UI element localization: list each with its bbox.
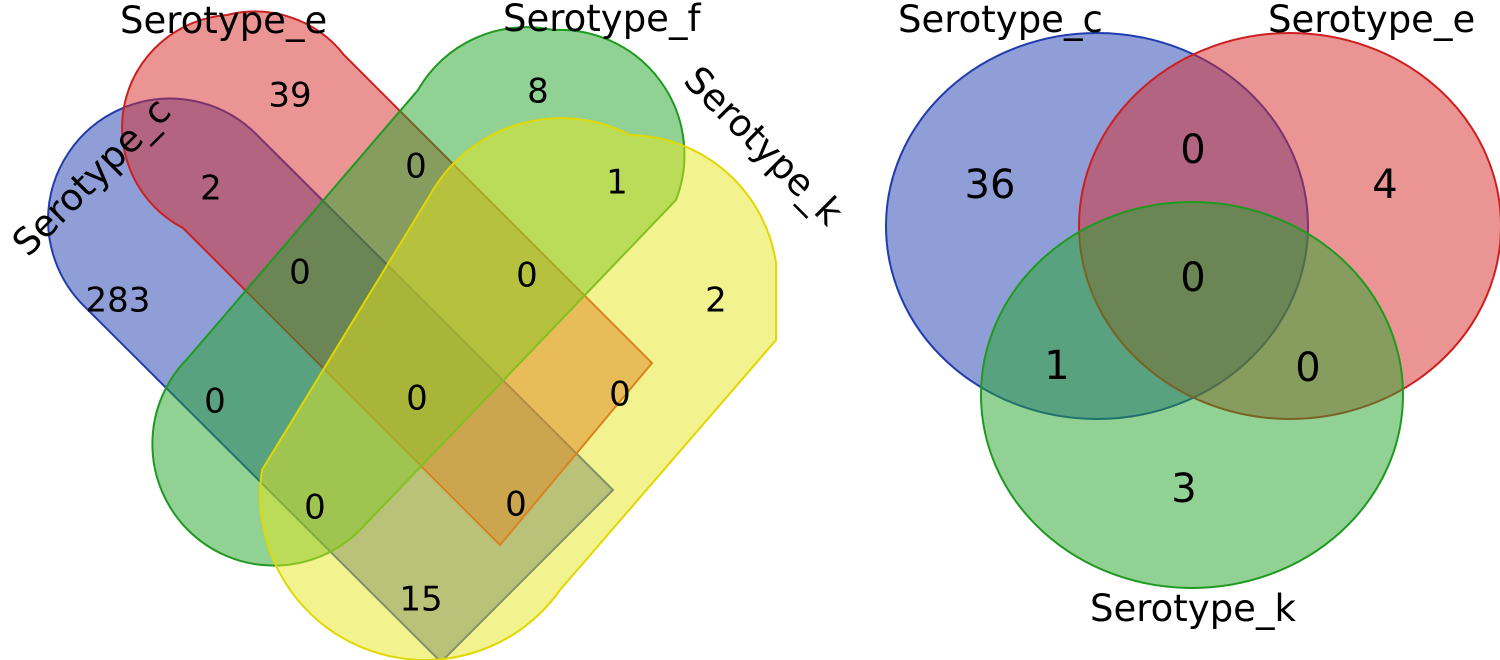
venn4-label-f: Serotype_f [503,0,701,40]
venn4-count-e-k: 0 [609,375,631,415]
venn3-set-k-circle [980,201,1404,589]
venn4-count-f-k: 1 [606,163,628,203]
venn4-count-f-only: 8 [527,72,549,112]
venn4-set-k-shape [259,117,777,660]
venn4-count-e-f-k: 0 [516,256,538,296]
venn3-count-k-only: 3 [1171,466,1196,512]
venn4-count-k-only: 2 [705,281,727,321]
venn4-count-c-e-k: 0 [505,485,527,525]
venn3-count-c-k: 1 [1044,343,1069,389]
venn4-diagram: Serotype_e Serotype_f Serotype_c Serotyp… [4,0,852,660]
venn3-count-c-e: 0 [1180,127,1205,173]
venn3-label-c: Serotype_c [898,0,1103,41]
venn4-count-c-e: 2 [200,169,222,209]
venn3-count-c-only: 36 [965,162,1016,208]
venn4-count-c-f-k: 0 [304,488,326,528]
venn3-count-all: 0 [1180,255,1205,301]
venn4-count-all: 0 [406,379,428,419]
venn4-count-c-only: 283 [86,281,151,321]
venn4-label-e: Serotype_e [120,0,327,42]
venn4-count-c-f: 0 [204,382,226,422]
venn3-diagram: Serotype_c Serotype_e Serotype_k 36 0 4 … [885,0,1500,630]
venn4-count-c-e-f: 0 [289,253,311,293]
venn4-count-e-only: 39 [268,76,311,116]
venn3-label-e: Serotype_e [1268,0,1475,41]
venn3-label-k: Serotype_k [1090,587,1296,630]
venn4-count-e-f: 0 [405,147,427,187]
venn3-count-e-k: 0 [1295,345,1320,391]
venn4-count-c-k: 15 [399,580,442,620]
venn3-count-e-only: 4 [1372,162,1397,208]
